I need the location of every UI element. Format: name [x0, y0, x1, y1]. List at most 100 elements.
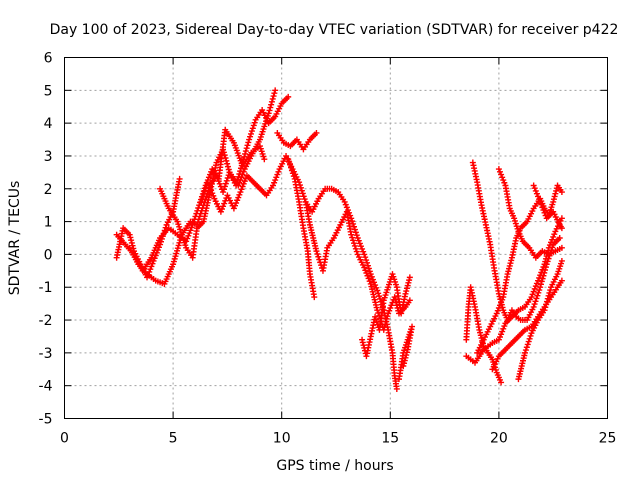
series-track-16 [530, 182, 565, 232]
data-point [217, 208, 224, 215]
x-tick-label: 20 [490, 431, 508, 447]
data-point [392, 296, 399, 303]
data-point [356, 240, 363, 247]
data-point [350, 220, 357, 227]
x-tick-label: 25 [599, 431, 617, 447]
data-point [251, 119, 258, 126]
data-point [400, 362, 407, 369]
data-point [498, 331, 505, 338]
y-tick-label: 0 [44, 247, 53, 263]
data-point [406, 277, 413, 284]
data-point [550, 198, 557, 205]
data-point [375, 290, 382, 297]
data-point [288, 164, 295, 171]
data-point [342, 201, 349, 208]
data-point [374, 287, 381, 294]
data-point [384, 313, 391, 320]
data-point [246, 136, 253, 143]
data-point [363, 257, 370, 264]
data-point [354, 235, 361, 241]
data-point [359, 339, 366, 346]
chart-title: Day 100 of 2023, Sidereal Day-to-day VTE… [50, 22, 619, 38]
y-tick-label: -5 [39, 412, 53, 428]
data-point [199, 196, 206, 203]
data-point [352, 245, 359, 252]
data-point [528, 294, 535, 301]
data-point [539, 204, 546, 211]
data-point [300, 193, 307, 200]
data-point [359, 245, 366, 252]
data-point [558, 244, 565, 251]
data-point [366, 278, 373, 285]
data-point [364, 262, 371, 269]
series-track-15 [474, 182, 565, 356]
data-point [353, 232, 360, 239]
y-tick-label: -3 [39, 346, 53, 362]
y-tick-label: 3 [44, 149, 53, 165]
data-point [351, 242, 358, 249]
data-point [541, 209, 548, 216]
data-point [365, 265, 372, 272]
y-axis-title: SDTVAR / TECUs [7, 181, 23, 296]
series-track-18 [489, 277, 565, 373]
data-point [235, 194, 242, 201]
data-point [506, 262, 513, 269]
data-point [404, 346, 411, 353]
data-point [365, 275, 372, 282]
data-point [315, 253, 322, 260]
data-point [530, 303, 537, 310]
data-point [265, 110, 272, 117]
data-point [551, 231, 558, 238]
data-point [523, 344, 530, 351]
data-point [558, 189, 565, 196]
data-point [530, 288, 537, 295]
data-point [268, 101, 275, 108]
data-point [311, 294, 318, 301]
y-tick-label: 5 [44, 83, 53, 99]
data-point [546, 289, 553, 296]
data-point [240, 156, 247, 163]
data-point [534, 193, 541, 200]
data-point [204, 179, 211, 186]
data-point [558, 215, 565, 222]
series-layer [113, 87, 565, 392]
data-point [350, 237, 357, 244]
data-point [237, 165, 244, 172]
data-point [222, 155, 229, 162]
data-point [373, 284, 380, 291]
data-point [240, 180, 247, 187]
data-point [275, 168, 282, 175]
data-point [249, 125, 256, 132]
data-point [221, 183, 228, 190]
data-point [531, 301, 538, 308]
x-tick-label: 10 [273, 431, 291, 447]
data-point [391, 294, 398, 301]
data-point [403, 285, 410, 292]
data-point [150, 257, 157, 264]
x-tick-label: 0 [60, 431, 69, 447]
data-point [223, 177, 230, 184]
data-point [364, 259, 371, 266]
data-point [499, 328, 506, 335]
data-point [403, 349, 410, 356]
data-point [537, 281, 544, 288]
data-point [236, 191, 243, 198]
data-point [186, 230, 193, 237]
data-point [202, 187, 209, 194]
data-point [176, 175, 183, 182]
data-point [242, 148, 249, 155]
y-tick-label: 2 [44, 182, 53, 198]
data-point [406, 274, 413, 281]
data-point [531, 185, 538, 192]
data-point [238, 162, 245, 169]
data-point [289, 170, 296, 177]
series-track-7 [285, 156, 318, 301]
data-point [221, 200, 228, 207]
data-point [287, 161, 294, 168]
data-point [224, 163, 231, 170]
data-point [285, 93, 292, 100]
data-point [477, 332, 484, 339]
data-point [387, 305, 394, 312]
data-point [495, 305, 502, 312]
